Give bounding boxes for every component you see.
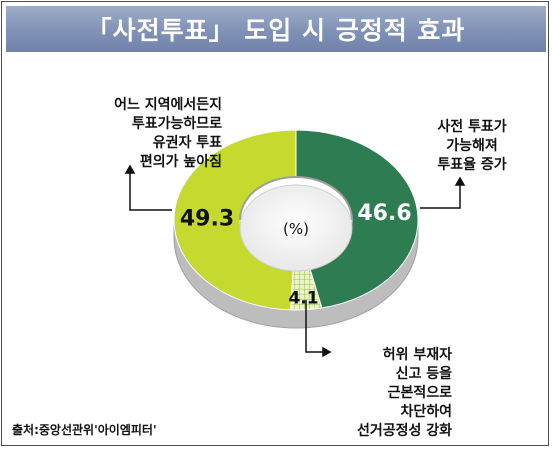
donut-hole bbox=[239, 184, 353, 272]
slice-label-turnout: 사전 투표가 가능해져 투표율 증가 bbox=[437, 119, 507, 173]
hole-rim bbox=[239, 176, 353, 221]
bottom-arrowhead bbox=[322, 346, 332, 358]
value-labels: 46.6 4.1 49.3 bbox=[180, 201, 412, 308]
left-arrowhead bbox=[124, 164, 136, 174]
left-callout-arrow bbox=[129, 166, 172, 211]
chart-title: 「사전투표」 도입 시 긍정적 효과 bbox=[6, 6, 546, 52]
bottom-callout-arrow bbox=[305, 300, 330, 353]
value-label-2: 49.3 bbox=[180, 207, 234, 232]
center-unit-label: (%) bbox=[283, 220, 309, 238]
slice-label-fairness: 허위 부재자 신고 등을 근본적으로 차단하여 선거공정성 강화 bbox=[356, 347, 452, 439]
source-note: 출처:중앙선관위'아이엠피터' bbox=[12, 423, 157, 437]
right-arrowhead bbox=[454, 176, 466, 186]
right-callout-arrow bbox=[420, 178, 461, 209]
callout-arrows bbox=[124, 164, 466, 358]
slice-label-convenience: 어느 지역에서든지 투표가능하므로 유권자 투표 편의가 높아짐 bbox=[114, 97, 222, 170]
value-label-0: 46.6 bbox=[357, 201, 411, 226]
value-label-1: 4.1 bbox=[288, 288, 318, 308]
